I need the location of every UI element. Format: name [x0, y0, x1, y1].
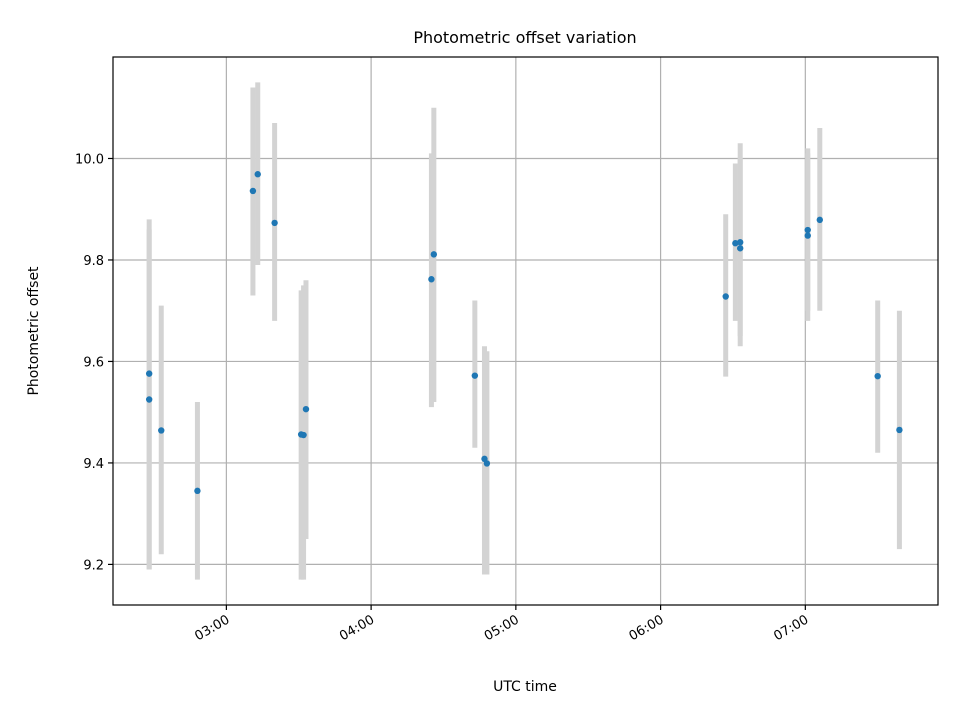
data-point	[145, 370, 153, 377]
data-point	[145, 396, 153, 403]
data-point	[804, 232, 811, 239]
grid-lines	[113, 57, 938, 605]
data-point	[874, 372, 881, 380]
chart-title: Photometric offset variation	[413, 28, 636, 47]
data-point	[428, 276, 435, 283]
x-axis-label: UTC time	[493, 679, 557, 695]
data-point	[471, 372, 479, 379]
data-point	[732, 240, 739, 247]
data-point	[736, 239, 744, 246]
y-tick-label: 9.8	[83, 254, 104, 269]
y-tick-label: 9.2	[83, 558, 104, 573]
data-point	[430, 251, 438, 258]
data-point	[804, 226, 811, 234]
y-tick-label: 9.4	[83, 457, 104, 472]
data-points	[145, 171, 903, 495]
data-point	[816, 216, 823, 224]
data-point	[300, 431, 307, 439]
data-point	[249, 187, 257, 195]
data-point	[271, 219, 278, 227]
data-point	[254, 171, 261, 178]
data-point	[896, 426, 903, 434]
data-point	[158, 427, 165, 434]
plot-frame	[112, 56, 939, 606]
y-axis-label: Photometric offset	[26, 266, 42, 396]
data-point	[722, 293, 729, 300]
data-point	[194, 487, 201, 495]
y-axis-ticks: 9.2 9.4 9.6 9.8 10.0	[75, 152, 113, 573]
data-point	[483, 460, 491, 467]
data-point	[302, 405, 310, 413]
data-point	[736, 245, 744, 252]
y-tick-label: 9.6	[83, 355, 104, 370]
y-tick-label: 10.0	[75, 152, 104, 167]
